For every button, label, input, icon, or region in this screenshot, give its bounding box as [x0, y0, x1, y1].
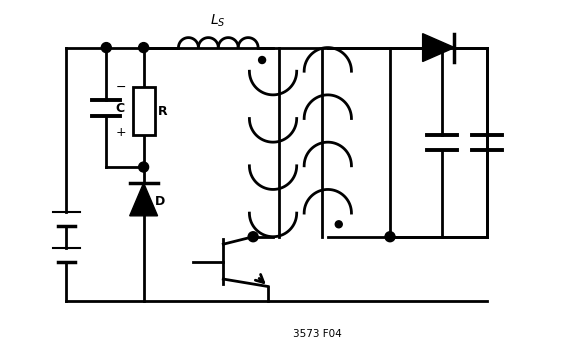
Circle shape: [335, 221, 342, 228]
Text: R: R: [157, 105, 167, 118]
Polygon shape: [130, 183, 157, 216]
FancyBboxPatch shape: [132, 87, 155, 135]
Circle shape: [101, 42, 112, 52]
Text: 3573 F04: 3573 F04: [293, 329, 342, 339]
Circle shape: [248, 232, 258, 242]
Circle shape: [259, 57, 265, 63]
Circle shape: [385, 232, 395, 242]
Text: −: −: [115, 81, 126, 94]
Text: $L_S$: $L_S$: [211, 12, 226, 29]
Polygon shape: [423, 34, 454, 62]
Text: C: C: [115, 102, 125, 115]
Circle shape: [139, 42, 149, 52]
Text: +: +: [115, 126, 126, 139]
Text: D: D: [155, 195, 165, 209]
Circle shape: [139, 162, 149, 172]
